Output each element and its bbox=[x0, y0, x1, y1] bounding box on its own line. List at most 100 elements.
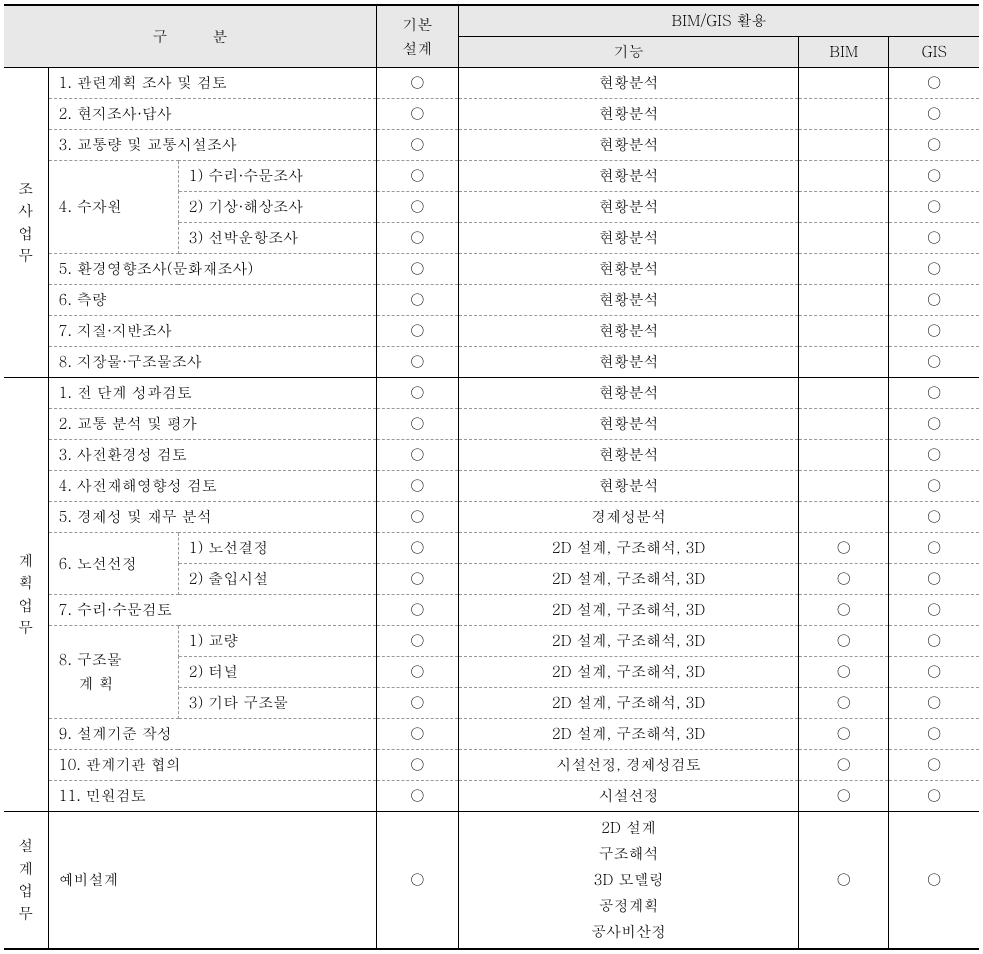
function-cell: 2D 설계, 구조해석, 3D bbox=[458, 533, 798, 564]
function-cell: 현황분석 bbox=[458, 347, 798, 378]
basic-design-cell: ○ bbox=[376, 130, 458, 161]
basic-design-cell: ○ bbox=[376, 409, 458, 440]
table-row: 3. 사전환경성 검토○현황분석○ bbox=[4, 440, 979, 471]
bim-cell bbox=[799, 347, 889, 378]
function-cell: 2D 설계, 구조해석, 3D bbox=[458, 595, 798, 626]
header-function: 기능 bbox=[458, 37, 798, 68]
table-header: 구 분 기본 설계 BIM/GIS 활용 기능 BIM GIS bbox=[4, 5, 979, 68]
basic-design-cell: ○ bbox=[376, 812, 458, 950]
header-bim: BIM bbox=[799, 37, 889, 68]
item-label: 10. 관계기관 협의 bbox=[48, 750, 376, 781]
table-row: 3. 교통량 및 교통시설조사○현황분석○ bbox=[4, 130, 979, 161]
bim-cell: ○ bbox=[799, 812, 889, 950]
function-cell: 현황분석 bbox=[458, 223, 798, 254]
gis-cell: ○ bbox=[889, 161, 979, 192]
gis-cell: ○ bbox=[889, 533, 979, 564]
gis-cell: ○ bbox=[889, 471, 979, 502]
item-sublabel: 1) 수리·수문조사 bbox=[178, 161, 376, 192]
basic-design-cell: ○ bbox=[376, 626, 458, 657]
function-cell: 현황분석 bbox=[458, 471, 798, 502]
item-label: 6. 측량 bbox=[48, 285, 376, 316]
basic-design-cell: ○ bbox=[376, 781, 458, 812]
header-basic: 기본 설계 bbox=[376, 5, 458, 68]
gis-cell: ○ bbox=[889, 812, 979, 950]
basic-design-cell: ○ bbox=[376, 719, 458, 750]
bim-cell: ○ bbox=[799, 595, 889, 626]
gis-cell: ○ bbox=[889, 99, 979, 130]
basic-design-cell: ○ bbox=[376, 99, 458, 130]
table-row: 5. 경제성 및 재무 분석○경제성분석○ bbox=[4, 502, 979, 533]
item-sublabel: 2) 터널 bbox=[178, 657, 376, 688]
table-row: 8. 지장물·구조물조사○현황분석○ bbox=[4, 347, 979, 378]
gis-cell: ○ bbox=[889, 223, 979, 254]
table-body: 조사업무1. 관련계획 조사 및 검토○현황분석○2. 현지조사·답사○현황분석… bbox=[4, 68, 979, 950]
function-cell: 현황분석 bbox=[458, 409, 798, 440]
item-sublabel: 3) 선박운항조사 bbox=[178, 223, 376, 254]
gis-cell: ○ bbox=[889, 68, 979, 99]
item-label: 9. 설계기준 작성 bbox=[48, 719, 376, 750]
bim-cell bbox=[799, 440, 889, 471]
basic-design-cell: ○ bbox=[376, 688, 458, 719]
item-group-label: 6. 노선선정 bbox=[48, 533, 178, 595]
bim-cell bbox=[799, 130, 889, 161]
table-row: 2. 현지조사·답사○현황분석○ bbox=[4, 99, 979, 130]
bim-cell: ○ bbox=[799, 781, 889, 812]
category-cell: 계획업무 bbox=[4, 378, 48, 812]
bim-cell: ○ bbox=[799, 626, 889, 657]
table-row: 계획업무1. 전 단계 성과검토○현황분석○ bbox=[4, 378, 979, 409]
bim-cell bbox=[799, 502, 889, 533]
function-cell: 시설선정 bbox=[458, 781, 798, 812]
function-cell: 2D 설계, 구조해석, 3D bbox=[458, 688, 798, 719]
table-row: 10. 관계기관 협의○시설선정, 경제성검토○○ bbox=[4, 750, 979, 781]
gis-cell: ○ bbox=[889, 502, 979, 533]
gis-cell: ○ bbox=[889, 192, 979, 223]
bim-cell bbox=[799, 254, 889, 285]
basic-design-cell: ○ bbox=[376, 254, 458, 285]
item-label: 3. 교통량 및 교통시설조사 bbox=[48, 130, 376, 161]
item-label: 2. 교통 분석 및 평가 bbox=[48, 409, 376, 440]
item-label: 1. 전 단계 성과검토 bbox=[48, 378, 376, 409]
function-cell: 현황분석 bbox=[458, 254, 798, 285]
table-row: 11. 민원검토○시설선정○○ bbox=[4, 781, 979, 812]
basic-design-cell: ○ bbox=[376, 440, 458, 471]
function-cell: 현황분석 bbox=[458, 130, 798, 161]
bim-cell: ○ bbox=[799, 657, 889, 688]
table-row: 9. 설계기준 작성○2D 설계, 구조해석, 3D○○ bbox=[4, 719, 979, 750]
main-table: 구 분 기본 설계 BIM/GIS 활용 기능 BIM GIS 조사업무1. 관… bbox=[4, 4, 979, 950]
basic-design-cell: ○ bbox=[376, 285, 458, 316]
basic-design-cell: ○ bbox=[376, 595, 458, 626]
basic-design-cell: ○ bbox=[376, 750, 458, 781]
item-sublabel: 3) 기타 구조물 bbox=[178, 688, 376, 719]
function-cell: 경제성분석 bbox=[458, 502, 798, 533]
function-cell: 현황분석 bbox=[458, 192, 798, 223]
function-cell: 2D 설계, 구조해석, 3D bbox=[458, 657, 798, 688]
function-cell: 현황분석 bbox=[458, 378, 798, 409]
basic-design-cell: ○ bbox=[376, 68, 458, 99]
item-sublabel: 2) 출입시설 bbox=[178, 564, 376, 595]
item-sublabel: 1) 노선결정 bbox=[178, 533, 376, 564]
gis-cell: ○ bbox=[889, 781, 979, 812]
function-cell: 현황분석 bbox=[458, 440, 798, 471]
item-label: 11. 민원검토 bbox=[48, 781, 376, 812]
gis-cell: ○ bbox=[889, 409, 979, 440]
item-group-label: 4. 수자원 bbox=[48, 161, 178, 254]
item-label: 3. 사전환경성 검토 bbox=[48, 440, 376, 471]
table-row: 조사업무1. 관련계획 조사 및 검토○현황분석○ bbox=[4, 68, 979, 99]
bim-cell bbox=[799, 68, 889, 99]
gis-cell: ○ bbox=[889, 688, 979, 719]
basic-design-cell: ○ bbox=[376, 564, 458, 595]
item-label: 4. 사전재해영향성 검토 bbox=[48, 471, 376, 502]
table-row: 5. 환경영향조사(문화재조사)○현황분석○ bbox=[4, 254, 979, 285]
item-label: 5. 경제성 및 재무 분석 bbox=[48, 502, 376, 533]
item-label: 예비설계 bbox=[48, 812, 376, 950]
function-cell: 시설선정, 경제성검토 bbox=[458, 750, 798, 781]
bim-cell bbox=[799, 223, 889, 254]
table-row: 2. 교통 분석 및 평가○현황분석○ bbox=[4, 409, 979, 440]
table-row: 4. 수자원1) 수리·수문조사○현황분석○ bbox=[4, 161, 979, 192]
function-cell: 현황분석 bbox=[458, 99, 798, 130]
gis-cell: ○ bbox=[889, 130, 979, 161]
bim-cell: ○ bbox=[799, 564, 889, 595]
bim-cell bbox=[799, 192, 889, 223]
basic-design-cell: ○ bbox=[376, 223, 458, 254]
gis-cell: ○ bbox=[889, 750, 979, 781]
